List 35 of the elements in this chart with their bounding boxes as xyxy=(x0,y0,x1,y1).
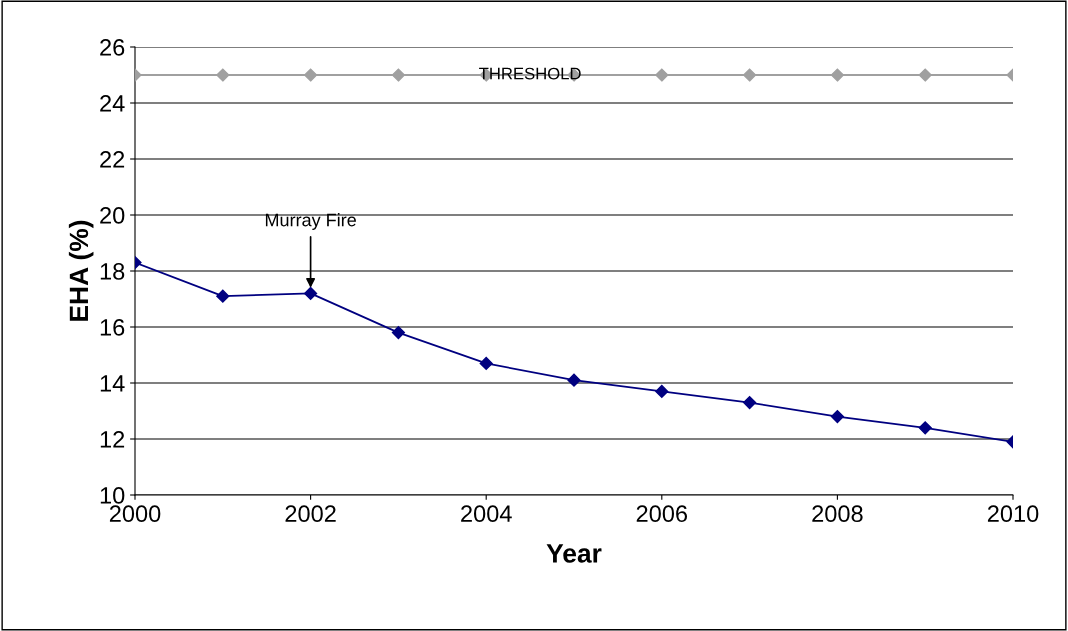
y-tick-label: 20 xyxy=(100,207,125,224)
y-tick-label: 22 xyxy=(100,151,125,168)
point xyxy=(655,68,669,82)
point xyxy=(216,289,230,303)
y-tick-label: 12 xyxy=(100,431,125,448)
y-axis-title: EHA (%) xyxy=(68,220,94,321)
point xyxy=(391,326,405,340)
point xyxy=(743,68,757,82)
point xyxy=(304,68,318,82)
y-tick-label: 26 xyxy=(100,39,125,56)
point xyxy=(830,68,844,82)
y-tick-label: 16 xyxy=(100,319,125,336)
point xyxy=(743,396,757,410)
point xyxy=(567,373,581,387)
point xyxy=(304,286,318,300)
x-tick-label: 2010 xyxy=(987,505,1039,523)
series-label: THRESHOLD xyxy=(479,67,581,80)
point xyxy=(216,68,230,82)
x-tick-label: 2006 xyxy=(636,505,688,523)
y-tick-label: 14 xyxy=(100,375,125,392)
x-tick-label: 2008 xyxy=(812,505,863,523)
x-tick-label: 2000 xyxy=(109,505,161,523)
x-axis-title: Year xyxy=(546,544,602,563)
point xyxy=(918,421,932,435)
x-tick-label: 2004 xyxy=(461,505,512,523)
point xyxy=(391,68,405,82)
point xyxy=(655,384,669,398)
y-tick-label: 10 xyxy=(100,487,125,504)
point xyxy=(830,410,844,424)
y-tick-label: 24 xyxy=(100,95,125,112)
point xyxy=(479,356,493,370)
point xyxy=(918,68,932,82)
y-tick-label: 18 xyxy=(100,263,125,280)
annotation: Murray Fire xyxy=(265,213,356,230)
x-tick-label: 2002 xyxy=(285,505,336,523)
